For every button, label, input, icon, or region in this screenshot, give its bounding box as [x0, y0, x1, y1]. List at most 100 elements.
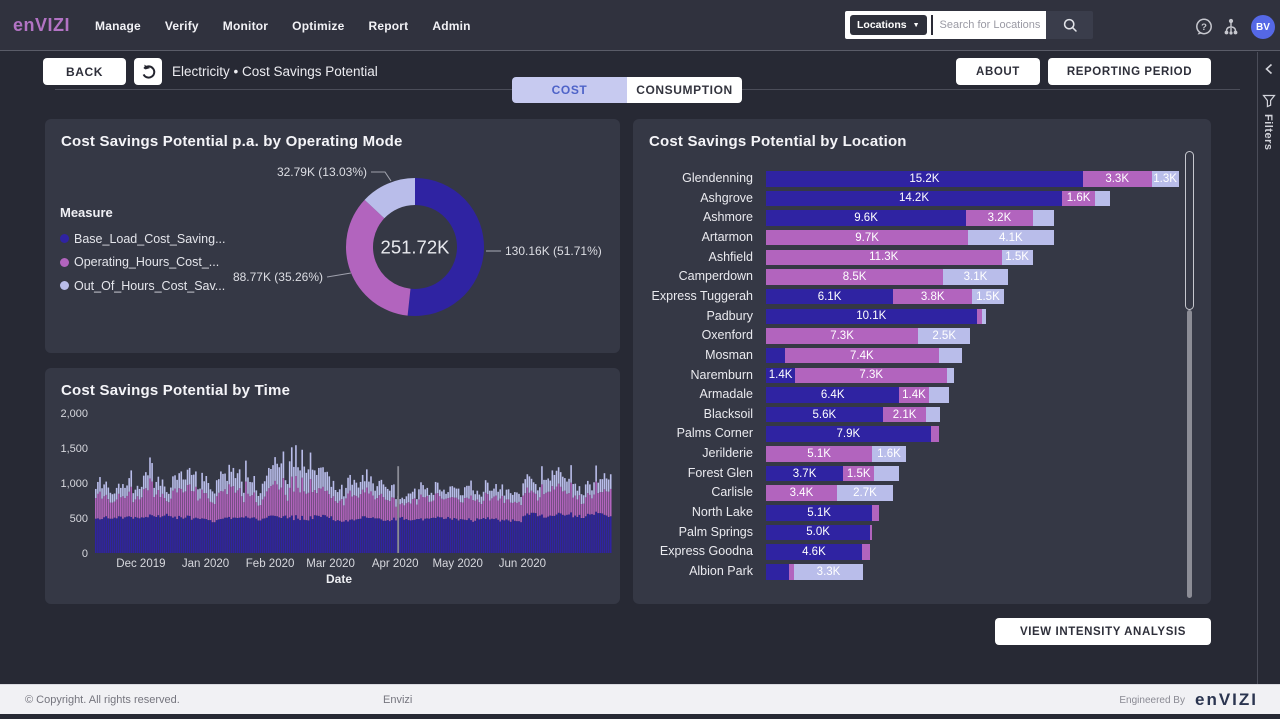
location-bar[interactable]: 4.6K: [766, 544, 1187, 560]
location-bar[interactable]: 3.7K 1.5K: [766, 465, 1187, 482]
help-button[interactable]: ?: [1194, 17, 1214, 42]
bar-segment-operating_hours[interactable]: 3.8K: [893, 288, 973, 305]
bar-segment-operating_hours[interactable]: 3.2K: [966, 210, 1033, 226]
bar-segment-out_of_hours[interactable]: [928, 387, 950, 403]
bar-segment-base_load[interactable]: 6.4K: [766, 387, 900, 403]
bar-segment-out_of_hours[interactable]: 2.5K: [918, 328, 971, 344]
location-bar[interactable]: 7.9K: [766, 426, 1187, 442]
bar-segment-operating_hours[interactable]: 3.4K: [766, 485, 837, 501]
bar-segment-operating_hours[interactable]: [930, 426, 939, 442]
legend-item-2[interactable]: Out_Of_Hours_Cost_Sav...: [60, 274, 226, 298]
bar-segment-base_load[interactable]: 9.6K: [766, 210, 967, 226]
bar-segment-operating_hours[interactable]: 9.7K: [766, 229, 969, 246]
bar-segment-operating_hours[interactable]: 8.5K: [766, 269, 944, 285]
undo-button[interactable]: [134, 58, 162, 85]
location-bar[interactable]: 15.2K 3.3K 1.3K: [766, 171, 1187, 187]
bar-segment-operating_hours[interactable]: [870, 524, 873, 541]
about-button[interactable]: ABOUT: [956, 58, 1040, 85]
location-bar[interactable]: 9.7K 4.1K: [766, 229, 1187, 246]
location-bar[interactable]: 3.3K: [766, 564, 1187, 580]
nav-item-optimize[interactable]: Optimize: [292, 18, 345, 33]
nav-item-monitor[interactable]: Monitor: [222, 18, 269, 33]
bar-segment-operating_hours[interactable]: 2.1K: [882, 406, 927, 423]
legend-item-1[interactable]: Operating_Hours_Cost_...: [60, 251, 226, 275]
bar-segment-out_of_hours[interactable]: 1.5K: [972, 288, 1004, 305]
bar-segment-operating_hours[interactable]: 11.3K: [766, 249, 1002, 266]
bar-segment-out_of_hours[interactable]: [926, 406, 941, 423]
expand-filters-button[interactable]: [1264, 62, 1274, 80]
bar-segment-out_of_hours[interactable]: [874, 465, 900, 482]
nav-item-admin[interactable]: Admin: [432, 18, 471, 33]
bar-segment-out_of_hours[interactable]: 1.6K: [872, 446, 906, 462]
location-bar[interactable]: 7.3K 2.5K: [766, 328, 1187, 344]
bar-segment-operating_hours[interactable]: [976, 308, 982, 325]
nav-item-report[interactable]: Report: [368, 18, 409, 33]
donut-slice-2[interactable]: [364, 178, 415, 219]
user-avatar[interactable]: BV: [1251, 15, 1275, 39]
donut-slice-0[interactable]: [407, 178, 485, 316]
bar-segment-operating_hours[interactable]: [872, 505, 879, 521]
search-category-dropdown[interactable]: Locations ▼: [850, 15, 927, 35]
bar-segment-operating_hours[interactable]: 7.4K: [784, 347, 939, 364]
filter-funnel-icon[interactable]: [1262, 94, 1276, 113]
bar-segment-operating_hours[interactable]: 1.6K: [1061, 190, 1096, 207]
location-scrollbar-thumb[interactable]: [1185, 151, 1194, 310]
legend-item-0[interactable]: Base_Load_Cost_Saving...: [60, 227, 226, 251]
hierarchy-button[interactable]: [1221, 17, 1241, 42]
bar-segment-out_of_hours[interactable]: [1095, 190, 1110, 207]
bar-segment-base_load[interactable]: 5.6K: [766, 406, 883, 423]
search-button[interactable]: [1046, 11, 1093, 39]
bar-segment-operating_hours[interactable]: 1.5K: [843, 465, 875, 482]
bar-segment-base_load[interactable]: 7.9K: [766, 426, 931, 442]
search-input[interactable]: [939, 19, 1046, 31]
location-bar[interactable]: 5.1K 1.6K: [766, 446, 1187, 462]
tab-consumption[interactable]: CONSUMPTION: [627, 77, 742, 103]
bar-segment-operating_hours[interactable]: [861, 544, 871, 560]
bar-segment-base_load[interactable]: 5.0K: [766, 524, 871, 541]
bar-segment-operating_hours[interactable]: 5.1K: [766, 446, 873, 462]
bar-segment-out_of_hours[interactable]: 3.3K: [794, 564, 863, 580]
bar-segment-base_load[interactable]: 3.7K: [766, 465, 844, 482]
view-intensity-analysis-button[interactable]: VIEW INTENSITY ANALYSIS: [995, 618, 1211, 645]
reporting-period-button[interactable]: REPORTING PERIOD: [1048, 58, 1211, 85]
bar-segment-out_of_hours[interactable]: 1.3K: [1151, 171, 1179, 187]
bar-segment-out_of_hours[interactable]: [938, 347, 962, 364]
location-bar[interactable]: 5.6K 2.1K: [766, 406, 1187, 423]
bar-segment-base_load[interactable]: [766, 564, 789, 580]
location-bar[interactable]: 6.4K 1.4K: [766, 387, 1187, 403]
bar-segment-base_load[interactable]: 15.2K: [766, 171, 1083, 187]
bar-segment-base_load[interactable]: 14.2K: [766, 190, 1062, 207]
location-bar[interactable]: 5.1K: [766, 505, 1187, 521]
bar-segment-operating_hours[interactable]: 3.3K: [1082, 171, 1152, 187]
location-bar[interactable]: 3.4K 2.7K: [766, 485, 1187, 501]
bar-segment-base_load[interactable]: 4.6K: [766, 544, 862, 560]
bar-segment-base_load[interactable]: 6.1K: [766, 288, 894, 305]
location-bar[interactable]: 7.4K: [766, 347, 1187, 364]
bar-segment-operating_hours[interactable]: 1.4K: [899, 387, 929, 403]
bar-segment-out_of_hours[interactable]: 3.1K: [943, 269, 1008, 285]
back-button[interactable]: BACK: [43, 58, 126, 85]
bar-segment-out_of_hours[interactable]: 1.5K: [1001, 249, 1033, 266]
bar-segment-base_load[interactable]: [766, 347, 785, 364]
location-bar[interactable]: 11.3K 1.5K: [766, 249, 1187, 266]
bar-segment-out_of_hours[interactable]: 4.1K: [968, 229, 1054, 246]
time-bars[interactable]: [95, 445, 612, 553]
location-bar[interactable]: 1.4K 7.3K: [766, 367, 1187, 383]
bar-segment-out_of_hours[interactable]: [1032, 210, 1054, 226]
tab-cost[interactable]: COST: [512, 77, 627, 103]
location-bar[interactable]: 10.1K: [766, 308, 1187, 325]
location-scrollbar-track[interactable]: [1187, 310, 1192, 598]
bar-segment-out_of_hours[interactable]: [947, 367, 954, 383]
bar-segment-operating_hours[interactable]: 7.3K: [795, 367, 948, 383]
location-bar[interactable]: 8.5K 3.1K: [766, 269, 1187, 285]
donut-slice-1[interactable]: [346, 199, 411, 316]
nav-item-verify[interactable]: Verify: [164, 18, 199, 33]
bar-segment-operating_hours[interactable]: 7.3K: [766, 328, 919, 344]
bar-segment-base_load[interactable]: 10.1K: [766, 308, 977, 325]
location-bar[interactable]: 14.2K 1.6K: [766, 190, 1187, 207]
location-bar[interactable]: 6.1K 3.8K 1.5K: [766, 288, 1187, 305]
bar-segment-operating_hours[interactable]: [788, 564, 795, 580]
location-bar[interactable]: 5.0K: [766, 524, 1187, 541]
bar-segment-out_of_hours[interactable]: 2.7K: [836, 485, 894, 501]
bar-segment-base_load[interactable]: 1.4K: [766, 367, 796, 383]
